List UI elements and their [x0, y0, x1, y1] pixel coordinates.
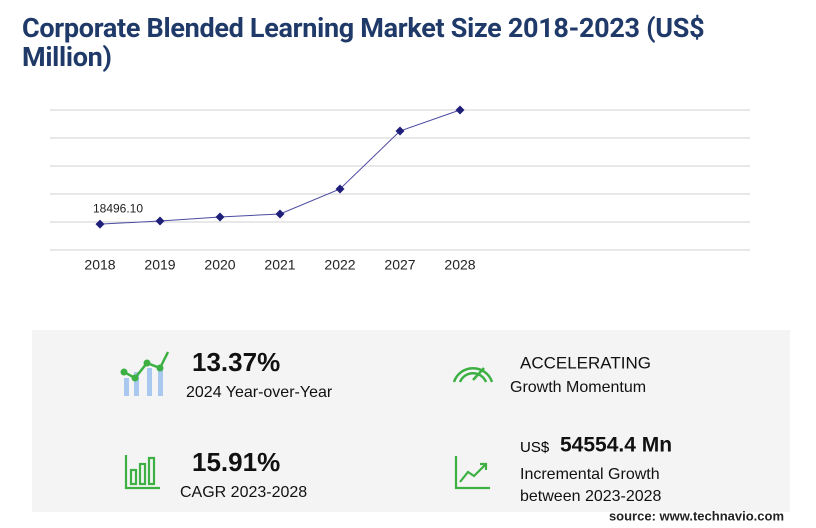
x-tick-label: 2022 — [324, 257, 355, 273]
point — [455, 105, 465, 115]
kpi-value: ACCELERATING — [520, 353, 651, 372]
kpi-label: Incremental Growth — [520, 466, 660, 483]
x-tick-label: 2019 — [144, 257, 175, 273]
point — [395, 126, 405, 136]
point — [155, 216, 165, 226]
x-tick-label: 2021 — [264, 257, 295, 273]
icon-gauge — [452, 367, 494, 383]
kpi-label: between 2023-2028 — [520, 488, 662, 505]
source: source: www.technavio.com — [609, 508, 784, 523]
value-label: 18496.10 — [93, 201, 143, 215]
kpi-label: 2024 Year-over-Year — [186, 384, 333, 401]
icon-growth-bars — [120, 351, 170, 396]
kpi-prefix: US$ — [520, 439, 550, 456]
point — [275, 209, 285, 219]
icon-trend — [454, 456, 490, 490]
kpi-value: 13.37% — [192, 347, 280, 377]
kpi-label: CAGR 2023-2028 — [180, 484, 307, 501]
x-tick-label: 2018 — [84, 257, 115, 273]
kpi-label: Growth Momentum — [510, 379, 646, 396]
chart-title: Corporate Blended Learning Market Size 2… — [22, 12, 705, 73]
kpi-value: 15.91% — [192, 447, 280, 477]
x-tick-label: 2027 — [384, 257, 415, 273]
point — [215, 212, 225, 222]
icon-bar-chart — [124, 455, 160, 490]
point — [335, 184, 345, 194]
kpi-value: 54554.4 Mn — [560, 434, 672, 457]
kpi-panel — [32, 330, 790, 512]
x-tick-label: 2020 — [204, 257, 235, 273]
x-tick-label: 2028 — [444, 257, 475, 273]
point — [95, 219, 105, 229]
line — [99, 109, 461, 225]
